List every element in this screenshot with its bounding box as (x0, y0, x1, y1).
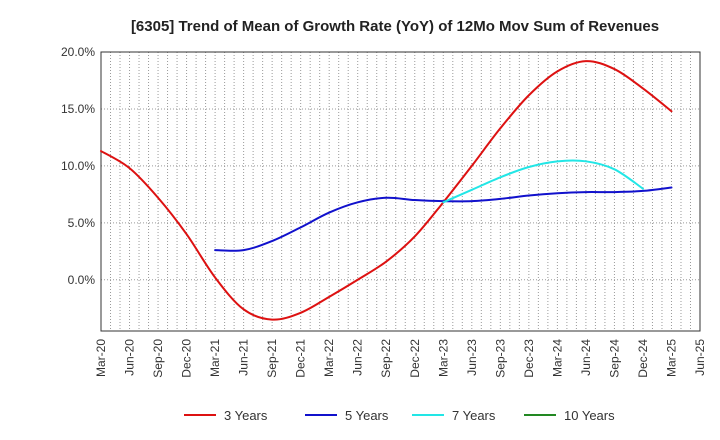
y-tick-label: 20.0% (61, 45, 95, 59)
x-tick-label: Sep-22 (379, 339, 393, 378)
legend-label-3-years: 3 Years (224, 408, 268, 423)
x-tick-label: Jun-24 (579, 339, 593, 376)
legend: 3 Years 5 Years 7 Years 10 Years (184, 408, 615, 423)
x-tick-label: Mar-25 (664, 339, 678, 377)
legend-label-10-years: 10 Years (564, 408, 615, 423)
y-tick-label: 10.0% (61, 159, 95, 173)
chart-title: [6305] Trend of Mean of Growth Rate (YoY… (131, 18, 659, 35)
x-tick-label: Jun-21 (237, 339, 251, 376)
x-tick-label: Sep-23 (493, 339, 507, 378)
x-tick-label: Mar-23 (436, 339, 450, 377)
y-tick-label: 15.0% (61, 102, 95, 116)
x-tick-label: Mar-22 (322, 339, 336, 377)
x-tick-label: Jun-23 (465, 339, 479, 376)
x-tick-label: Dec-21 (294, 339, 308, 378)
x-tick-label: Mar-24 (550, 339, 564, 377)
legend-label-7-years: 7 Years (452, 408, 496, 423)
series-line-3-years (100, 60, 673, 321)
legend-label-5-years: 5 Years (345, 408, 389, 423)
y-tick-label: 5.0% (68, 216, 96, 230)
axes: 0.0% 5.0% 10.0% 15.0% 20.0% Mar-20 Jun-20 Sep-2… (61, 45, 707, 378)
series-layer (100, 60, 673, 321)
plot-border (100, 51, 701, 332)
x-tick-label: Dec-20 (180, 339, 194, 378)
x-tick-label: Jun-22 (351, 339, 365, 376)
x-tick-label: Mar-20 (94, 339, 108, 377)
y-tick-label: 0.0% (68, 273, 96, 287)
x-tick-label: Dec-23 (522, 339, 536, 378)
x-tick-label: Sep-21 (265, 339, 279, 378)
x-tick-label: Sep-24 (607, 339, 621, 378)
x-tick-label: Jun-25 (693, 339, 707, 376)
series-line-7-years (442, 159, 644, 204)
x-tick-label: Dec-22 (408, 339, 422, 378)
x-tick-label: Dec-24 (636, 339, 650, 378)
series-line-5-years (214, 186, 673, 252)
x-tick-label: Jun-20 (123, 339, 137, 376)
x-tick-label: Sep-20 (151, 339, 165, 378)
x-tick-label: Mar-21 (208, 339, 222, 377)
